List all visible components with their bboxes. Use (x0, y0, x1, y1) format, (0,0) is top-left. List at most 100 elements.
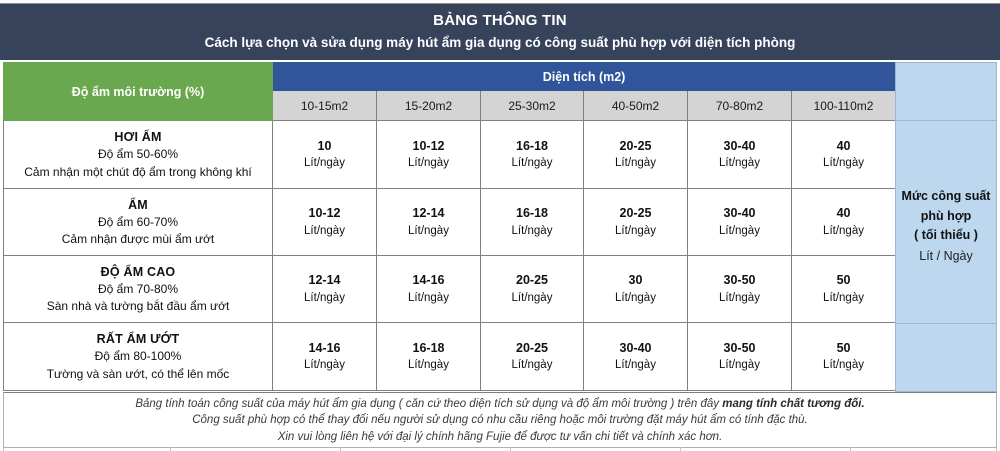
value-cell: 40 Lít/ngày (790, 120, 897, 189)
value-number: 10-12 (308, 206, 341, 221)
header-humidity-column: Độ ẩm môi trường (%) (3, 62, 273, 121)
footer-notes: Bảng tính toán công suất của máy hút ẩm … (3, 392, 997, 448)
value-number: 20-25 (516, 273, 548, 288)
row-description: Cảm nhận một chút độ ẩm trong không khí (24, 164, 252, 179)
value-number: 10-12 (412, 138, 445, 153)
footer-line-3: Xin vui lòng liên hệ với đại lý chính hã… (277, 430, 723, 443)
value-number: 40 (836, 206, 851, 221)
value-number: 20-25 (516, 340, 548, 355)
row-description: Sàn nhà và tường bắt đầu ẩm ướt (46, 299, 230, 314)
table-row: ĐỘ ẨM CAO Độ ẩm 70-80% Sàn nhà và tường … (3, 255, 897, 323)
header-col-40-50: 40-50m2 (583, 90, 688, 121)
header-area-group: Diện tích (m2) (271, 62, 897, 91)
page-title: BẢNG THÔNG TIN (433, 12, 567, 30)
value-unit: Lít/ngày (823, 224, 864, 237)
value-cell: 10-12 Lít/ngày (376, 120, 481, 189)
row-humidity: Độ ẩm 60-70% (97, 214, 179, 229)
table-row: HƠI ẨM Độ ẩm 50-60% Cảm nhận một chút độ… (3, 120, 897, 189)
row-label-cell: ẨM Độ ẩm 60-70% Cảm nhận được mùi ẩm ướt (3, 188, 273, 256)
legend-line-2: phù hợp (920, 208, 972, 223)
value-unit: Lít/ngày (719, 359, 760, 372)
value-cell: 10 Lít/ngày (272, 120, 377, 189)
bottom-gridline-ticks (0, 447, 1000, 451)
value-unit: Lít/ngày (304, 291, 345, 304)
value-unit: Lít/ngày (408, 224, 449, 237)
value-number: 16-18 (516, 138, 548, 153)
value-unit: Lít/ngày (719, 291, 760, 304)
value-number: 20-25 (619, 138, 652, 153)
row-title: ĐỘ ẨM CAO (100, 264, 176, 279)
row-title: RẤT ẨM ƯỚT (96, 332, 180, 347)
value-number: 16-18 (412, 340, 445, 355)
row-description: Tường và sàn ướt, có thể lên mốc (46, 366, 230, 381)
value-unit: Lít/ngày (719, 224, 760, 237)
value-unit: Lít/ngày (615, 224, 656, 237)
value-unit: Lít/ngày (511, 291, 553, 304)
table-area: Độ ẩm môi trường (%) Diện tích (m2) 10-1… (0, 62, 1000, 392)
row-humidity: Độ ẩm 50-60% (97, 147, 179, 162)
value-number: 12-14 (412, 206, 445, 221)
value-unit: Lít/ngày (304, 359, 345, 372)
value-cell: 16-18 Lít/ngày (480, 188, 584, 256)
value-unit: Lít/ngày (511, 157, 553, 170)
value-number: 50 (836, 340, 851, 355)
value-cell: 50 Lít/ngày (790, 322, 897, 391)
value-number: 10 (317, 138, 332, 153)
row-label-cell: HƠI ẨM Độ ẩm 50-60% Cảm nhận một chút độ… (3, 120, 273, 189)
header-col-70-80: 70-80m2 (687, 90, 792, 121)
footer-line-1: Bảng tính toán công suất của máy hút ẩm … (135, 396, 864, 412)
value-cell: 20-25 Lít/ngày (480, 255, 584, 323)
value-unit: Lít/ngày (511, 224, 553, 237)
value-number: 30 (628, 273, 643, 288)
value-number: 30-50 (723, 340, 756, 355)
value-unit: Lít/ngày (615, 157, 656, 170)
value-cell: 30-50 Lít/ngày (687, 255, 792, 323)
value-cell: 12-14 Lít/ngày (272, 255, 377, 323)
table-row: RẤT ẨM ƯỚT Độ ẩm 80-100% Tường và sàn ướ… (3, 322, 897, 391)
value-unit: Lít/ngày (823, 157, 864, 170)
value-number: 14-16 (412, 273, 445, 288)
value-cell: 16-18 Lít/ngày (480, 120, 584, 189)
row-label-cell: ĐỘ ẨM CAO Độ ẩm 70-80% Sàn nhà và tường … (3, 255, 273, 323)
value-unit: Lít/ngày (408, 359, 449, 372)
footer-line-2: Công suất phù hợp có thể thay đổi nếu ng… (192, 414, 808, 427)
footer-line-1-emphasis: mang tính chất tương đối. (722, 398, 865, 410)
row-title: ẨM (128, 197, 148, 212)
capacity-legend-panel: Mức công suất phù hợp ( tối thiểu ) Lít … (895, 62, 997, 392)
value-unit: Lít/ngày (304, 157, 345, 170)
value-unit: Lít/ngày (615, 359, 656, 372)
header-col-10-15: 10-15m2 (272, 90, 377, 121)
header-col-100-110: 100-110m2 (790, 90, 897, 121)
value-cell: 20-25 Lít/ngày (583, 120, 688, 189)
value-number: 30-40 (619, 340, 652, 355)
value-unit: Lít/ngày (823, 359, 864, 372)
legend-divider-bottom (895, 323, 997, 324)
value-cell: 40 Lít/ngày (790, 188, 897, 256)
title-banner: BẢNG THÔNG TIN Cách lựa chọn và sửa dụng… (0, 4, 1000, 60)
value-number: 30-40 (723, 206, 756, 221)
value-cell: 10-12 Lít/ngày (272, 188, 377, 256)
value-cell: 30 Lít/ngày (583, 255, 688, 323)
value-unit: Lít/ngày (304, 224, 345, 237)
row-humidity: Độ ẩm 70-80% (97, 281, 179, 296)
value-cell: 14-16 Lít/ngày (272, 322, 377, 391)
row-title: HƠI ẨM (114, 130, 162, 145)
value-unit: Lít/ngày (408, 291, 449, 304)
value-cell: 50 Lít/ngày (790, 255, 897, 323)
value-cell: 30-50 Lít/ngày (687, 322, 792, 391)
row-humidity: Độ ẩm 80-100% (94, 349, 182, 364)
legend-line-3: ( tối thiểu ) (914, 228, 978, 242)
table-header-row-columns: 10-15m2 15-20m2 25-30m2 40-50m2 70-80m2 … (4, 90, 897, 121)
value-number: 30-40 (723, 138, 756, 153)
row-description: Cảm nhận được mùi ẩm ướt (61, 232, 215, 247)
top-gridline (0, 0, 1000, 4)
value-number: 30-50 (723, 273, 756, 288)
value-number: 50 (836, 273, 851, 288)
value-cell: 12-14 Lít/ngày (376, 188, 481, 256)
table-header-row-group: Độ ẩm môi trường (%) Diện tích (m2) (3, 62, 897, 121)
value-cell: 30-40 Lít/ngày (687, 120, 792, 189)
value-unit: Lít/ngày (823, 291, 864, 304)
value-number: 14-16 (308, 340, 341, 355)
value-unit: Lít/ngày (408, 157, 449, 170)
